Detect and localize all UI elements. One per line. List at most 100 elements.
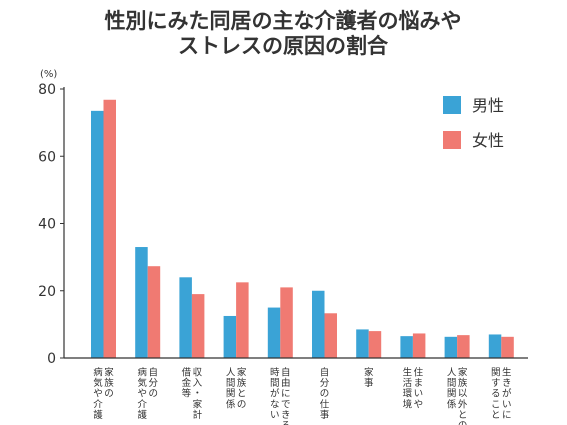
x-tick-char: 関 [226,389,236,400]
x-tick-char: や [93,389,103,400]
bar-male [444,336,458,358]
chart-title: 性別にみた同居の主な介護者の悩みや ストレスの原因の割合 [105,9,462,58]
bar-male [312,290,325,358]
x-tick-char: と [237,389,247,400]
x-tick-char: に [502,410,512,421]
bar-female [280,287,293,358]
x-tick-char: 家 [237,367,247,379]
x-tick-char: 介 [93,399,103,410]
x-tick-char: 以 [458,389,468,400]
bar-male [179,277,192,358]
x-tick-char: な [270,399,280,410]
x-tick-char: 関 [447,389,457,400]
x-tick-char: に [281,389,291,400]
x-tick-char: の [458,421,468,425]
x-tick-char: 族 [104,377,114,389]
y-tick-label: 0 [47,351,56,367]
y-tick-label: 40 [38,217,56,233]
x-tick-char: の [320,389,330,400]
x-tick-char: 族 [237,377,247,389]
bar-female [412,333,426,358]
x-tick-char: 境 [403,398,413,410]
bar-female [324,313,337,358]
x-tick-char: 家 [193,398,203,410]
bar-male [356,329,369,358]
x-tick-char: る [491,389,501,400]
legend: 男性 女性 [443,96,504,150]
y-axis-ticks: 0 20 40 60 80 [38,82,64,367]
x-tick-char: 間 [270,378,280,389]
x-tick-char: で [281,399,291,410]
x-tick-char: 自 [281,367,291,379]
bar-male [488,334,502,358]
x-tick-char: い [414,389,424,400]
chart-title-line-2: ストレスの原因の割合 [178,34,389,58]
x-tick-char: 等 [182,388,192,400]
x-tick-char: 時 [270,368,280,379]
y-tick-label: 20 [38,284,56,300]
x-tick-char: 病 [137,367,147,379]
x-tick-char: の [104,389,114,400]
x-tick-char: 気 [93,377,103,389]
y-tick-label: 60 [38,149,56,165]
x-tick-label: 収入・家計 借金等 [182,367,203,421]
x-tick-char: 族 [458,377,468,389]
x-tick-char: す [491,378,501,389]
x-tick-char: 仕 [320,398,330,410]
bar-female [236,282,249,358]
x-tick-char: や [414,399,424,410]
legend-label-female: 女性 [472,131,504,150]
x-tick-char: 自 [320,367,330,379]
x-tick-char: 外 [458,398,468,410]
x-tick-char: 由 [281,377,291,389]
x-tick-char: と [458,410,468,421]
x-tick-char: 護 [93,409,103,421]
x-tick-char: 生 [502,367,512,379]
x-tick-char: 人 [226,368,236,379]
x-tick-char: 分 [148,378,158,389]
x-tick-char: が [270,388,280,400]
x-tick-char: が [502,388,512,400]
legend-label-male: 男性 [472,96,504,115]
x-tick-char: 気 [137,377,147,389]
x-tick-char: の [237,399,247,410]
x-tick-char: る [281,421,291,425]
x-tick-char: 家 [104,367,114,379]
bar-male [223,315,237,358]
x-tick-char: 生 [403,367,413,379]
bar-female [501,336,514,358]
legend-swatch-male [443,96,461,114]
x-tick-char: 事 [320,409,330,421]
x-tick-char: や [137,389,147,400]
x-tick-char: 活 [403,377,413,389]
x-tick-char: こ [491,399,501,410]
x-tick-char: 護 [137,409,147,421]
bars [91,99,514,358]
x-tick-char: 病 [93,367,103,379]
chart-title-line-1: 性別にみた同居の主な介護者の悩みや [105,9,462,33]
x-tick-char: 自 [148,367,158,379]
axes [63,87,528,359]
x-tick-char: い [502,399,512,410]
y-axis-unit-label: (%) [40,69,57,80]
bar-female [147,266,161,358]
x-tick-char: 住 [414,367,424,379]
x-tick-char: 関 [491,368,501,379]
x-tick-char: 計 [193,409,203,421]
x-tick-char: き [281,410,291,421]
x-tick-char: ・ [193,389,203,400]
x-tick-char: の [148,389,158,400]
bar-female [457,335,470,358]
x-tick-char: と [491,410,501,421]
x-tick-char: 借 [182,367,192,379]
bar-female [368,331,382,358]
x-tick-char: 家 [458,367,468,379]
bar-female [191,294,205,358]
legend-swatch-female [443,131,461,149]
x-tick-char: 間 [226,378,236,389]
